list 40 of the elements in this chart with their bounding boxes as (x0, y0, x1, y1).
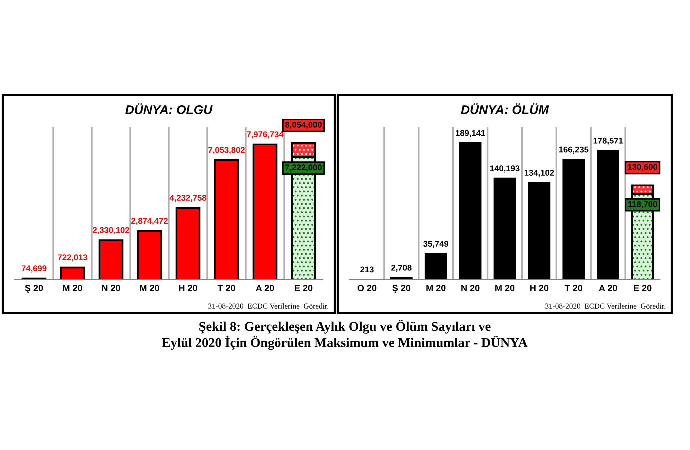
data-label: 118,700 (628, 201, 658, 209)
total-label: 130,600 (628, 164, 658, 172)
x-tick-label: A 20 (599, 285, 618, 292)
x-tick-label: Ş 20 (25, 285, 44, 294)
data-label: 189,141 (456, 130, 486, 138)
data-label: 7,053,802 (208, 147, 245, 154)
text: Şekil 8: Gerçekleşen Aylık Olgu ve Ölüm Sayıları ve (200, 320, 491, 334)
data-label: 722,013 (58, 254, 88, 262)
x-tick-label: H 20 (530, 285, 549, 292)
x-tick-label: M 20 (140, 285, 160, 292)
data-label: 74,699 (22, 266, 47, 273)
x-tick-label: H 20 (179, 285, 198, 292)
data-label: 2,874,472 (132, 218, 168, 226)
x-tick-label: M 20 (496, 285, 515, 292)
x-tick-label: N 20 (102, 285, 120, 292)
data-label: 35,749 (424, 241, 449, 248)
data-label: 178,571 (594, 138, 624, 146)
data-label: 213 (360, 266, 374, 273)
x-tick-label: N 20 (462, 285, 480, 292)
data-label: 166,235 (559, 146, 589, 154)
data-label: 2,330,102 (93, 227, 130, 234)
total-label: 8,054,000 (285, 122, 322, 130)
x-tick-label: M 20 (63, 285, 82, 292)
x-tick-label: E 20 (634, 285, 652, 292)
text: Eylül 2020 İçin Öngörülen Maksimum ve Minimumlar - DÜNYA (162, 336, 528, 350)
x-tick-label: O 20 (358, 285, 377, 292)
data-label: 7,222,000 (286, 164, 322, 172)
data-label: 4,232,758 (170, 195, 207, 202)
x-tick-label: T 20 (564, 285, 583, 292)
x-tick-label: A 20 (256, 285, 274, 292)
chart-title: DÜNYA: ÖLÜM (461, 104, 550, 114)
data-label: 134,102 (524, 170, 554, 178)
x-tick-label: T 20 (218, 285, 236, 292)
x-tick-label: Ş 20 (392, 285, 411, 294)
chart-title: DÜNYA: OLGU (126, 104, 213, 114)
data-label: 7,976,734 (247, 132, 284, 139)
x-tick-label: E 20 (295, 285, 313, 292)
x-tick-label: M 20 (426, 285, 446, 292)
data-label: 2,708 (392, 264, 412, 272)
data-label: 140,193 (490, 166, 520, 173)
